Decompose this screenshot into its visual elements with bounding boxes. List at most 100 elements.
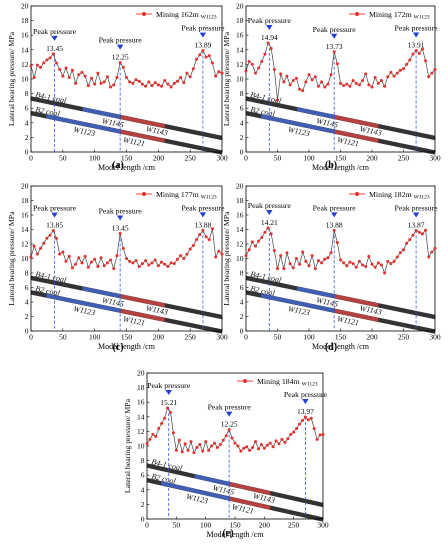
w1145-face-section <box>82 286 121 299</box>
data-point <box>140 82 144 86</box>
w1123-face-section <box>261 114 335 134</box>
y-tick-label: 10 <box>21 75 29 84</box>
data-point <box>51 229 55 233</box>
data-point <box>109 258 113 262</box>
x-tick-label: 100 <box>303 154 315 163</box>
data-point <box>398 68 402 72</box>
x-axis-label: Model length /cm <box>207 530 265 539</box>
legend-text: Mining 172m W1123 <box>369 10 430 21</box>
data-point <box>247 59 251 63</box>
w1123-face-section <box>46 114 121 134</box>
data-point <box>29 64 33 68</box>
data-point <box>189 440 193 444</box>
data-point <box>417 230 421 234</box>
data-point <box>244 254 248 258</box>
peak-arrow-icon <box>51 35 58 41</box>
w1123-label: W1123 <box>73 125 96 138</box>
data-point <box>285 251 289 255</box>
y-axis-label: Lateral bearing pressure/ MPa <box>7 211 16 306</box>
w1143-face-section <box>120 294 165 308</box>
y-tick-label: 20 <box>236 182 244 191</box>
data-point <box>61 74 65 78</box>
data-point <box>207 448 211 452</box>
y-tick-label: 0 <box>141 515 145 524</box>
data-point <box>307 73 311 77</box>
w1121-face-section <box>334 129 379 143</box>
data-point <box>417 51 421 55</box>
legend: Mining 182m W1123 <box>349 190 430 201</box>
data-point <box>357 83 361 87</box>
data-point <box>151 432 155 436</box>
y-tick-label: 0 <box>240 148 244 157</box>
peak-pressure-label: Peak pressure <box>395 203 439 212</box>
data-point <box>125 257 128 260</box>
x-tick-label: 300 <box>317 521 329 530</box>
data-point <box>58 68 62 72</box>
data-point <box>316 84 320 88</box>
data-point <box>96 71 100 75</box>
x-tick-label: 150 <box>121 333 133 342</box>
data-point <box>260 59 264 63</box>
data-point <box>427 255 431 259</box>
legend: Mining 177m W1123 <box>136 190 217 201</box>
data-point <box>433 246 437 250</box>
data-point <box>48 233 52 237</box>
x-axis-label: Model length /cm <box>98 342 156 351</box>
peak-arrow-icon <box>412 32 420 38</box>
data-point <box>332 228 336 232</box>
data-point <box>424 228 428 232</box>
data-point <box>137 264 141 268</box>
data-point <box>214 74 218 78</box>
data-point <box>282 80 286 84</box>
data-point <box>172 81 176 85</box>
data-point <box>294 76 298 80</box>
peak-arrow-icon <box>266 24 273 30</box>
data-point <box>383 84 387 88</box>
data-point <box>389 70 393 74</box>
w1145-label: W1145 <box>101 116 124 129</box>
data-point <box>420 47 424 51</box>
x-tick-label: 0 <box>244 154 248 163</box>
data-point <box>67 254 71 258</box>
x-tick-label: 0 <box>29 154 33 163</box>
data-point <box>212 441 216 445</box>
data-point <box>367 83 371 87</box>
data-point <box>256 447 260 451</box>
data-point <box>321 432 325 436</box>
data-point <box>207 238 211 242</box>
data-point <box>244 69 248 73</box>
data-point <box>326 82 330 86</box>
data-point <box>128 259 132 263</box>
data-point <box>67 76 71 80</box>
peak-pressure-label: Peak pressure <box>284 390 328 399</box>
w1121-label: W1121 <box>336 135 359 148</box>
x-tick-label: 250 <box>185 333 197 342</box>
legend: Mining 184m W1123 <box>237 377 318 388</box>
x-tick-label: 200 <box>153 154 165 163</box>
data-point <box>253 71 257 75</box>
y-tick-label: 16 <box>137 398 145 407</box>
data-point <box>144 259 148 263</box>
w1143-label: W1143 <box>359 124 382 137</box>
data-point <box>218 443 222 447</box>
x-tick-label: 150 <box>335 333 347 342</box>
data-point <box>433 68 437 72</box>
data-point <box>147 263 151 267</box>
data-point <box>157 426 161 430</box>
peak-value-label: 13.87 <box>408 220 425 229</box>
data-point <box>35 63 39 67</box>
data-point <box>221 438 225 442</box>
data-point <box>201 228 205 232</box>
data-point <box>266 226 270 230</box>
data-point <box>102 264 106 268</box>
data-point <box>268 441 272 445</box>
series-line <box>30 228 223 270</box>
peak-arrow-icon <box>331 33 338 39</box>
data-point <box>283 440 287 444</box>
data-point <box>207 54 211 58</box>
data-point <box>282 267 286 271</box>
data-point <box>312 426 316 430</box>
data-point <box>140 262 144 266</box>
w1143-label: W1143 <box>145 124 168 137</box>
peak-arrow-icon <box>116 44 124 50</box>
